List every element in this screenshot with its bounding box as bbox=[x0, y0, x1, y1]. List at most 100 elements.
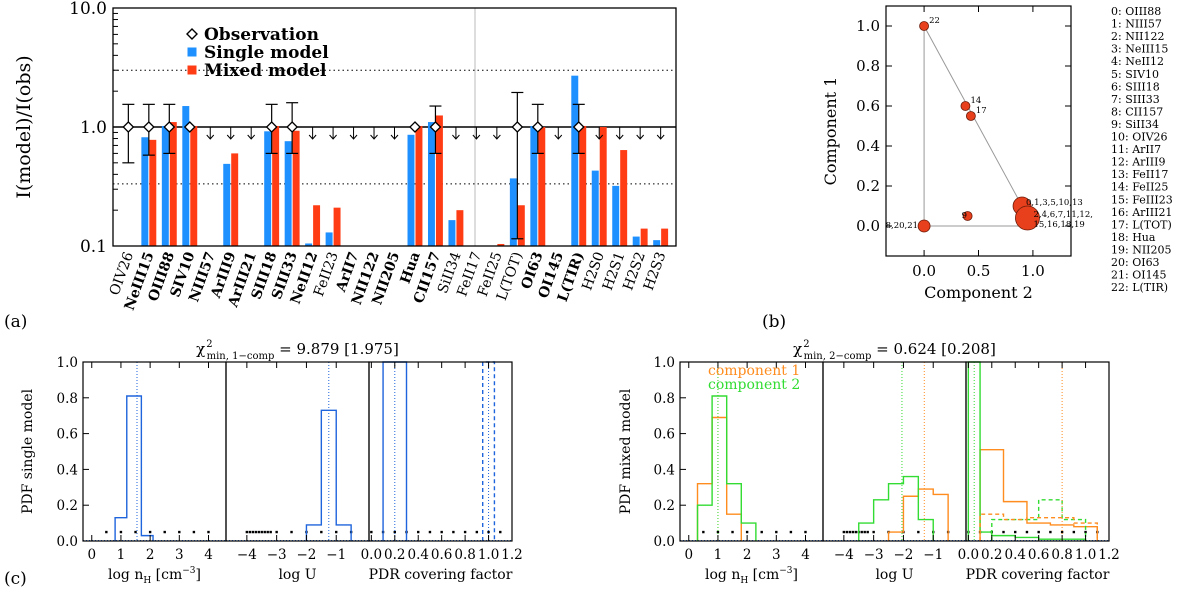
bar-mixed-NeII12 bbox=[313, 205, 321, 246]
point-0 bbox=[919, 21, 929, 31]
sample-dot bbox=[266, 530, 269, 534]
sample-dot bbox=[760, 530, 763, 534]
legend-entry-7: 7: SIII33 bbox=[1111, 93, 1160, 106]
upper-limit-arrow-NIII57 bbox=[206, 134, 215, 140]
sample-dot bbox=[804, 530, 807, 534]
xtick-label: 2 bbox=[146, 547, 155, 563]
panel-c-right: χ2 min, 2−comp = 0.624 [0.208] PDF mixed m… bbox=[618, 339, 1120, 586]
bar-mixed-FeII25 bbox=[497, 243, 505, 246]
upper-limit-arrow-OI145 bbox=[554, 134, 563, 140]
ytick-label: 1.0 bbox=[57, 355, 78, 371]
sample-dot bbox=[207, 530, 210, 534]
legend-entry-2: 2: NII122 bbox=[1111, 30, 1165, 43]
xtick-label: 0.2 bbox=[981, 547, 1002, 563]
hist-series-2-1 bbox=[481, 361, 496, 541]
xtick-label: 2 bbox=[743, 547, 752, 563]
x-axis-label-2: PDR covering factor bbox=[966, 567, 1110, 583]
sample-dot bbox=[245, 530, 249, 534]
sample-dot bbox=[1084, 530, 1087, 534]
bar-single-H2S2 bbox=[632, 236, 640, 246]
bar-mixed-OI63 bbox=[538, 127, 546, 246]
point-4 bbox=[917, 219, 931, 233]
xtick-label: 0 bbox=[87, 547, 96, 563]
sample-dot bbox=[428, 530, 432, 534]
hist-series-2-0 bbox=[382, 361, 408, 541]
bar-mixed-SIII33 bbox=[292, 130, 300, 246]
bar-mixed-OIII88 bbox=[169, 122, 177, 246]
ytick-label: 1.0 bbox=[80, 118, 107, 138]
xtick-label: 0.4 bbox=[407, 547, 428, 563]
point-label-0: 22 bbox=[929, 16, 940, 26]
legend-entry-12: 12: ArIII9 bbox=[1111, 156, 1165, 169]
bar-single-CII157 bbox=[427, 122, 435, 246]
sample-dot bbox=[370, 530, 373, 534]
sample-dot bbox=[440, 530, 443, 534]
legend-entry-8: 8: CII157 bbox=[1111, 105, 1163, 118]
ytick-label: 0.1 bbox=[80, 237, 107, 257]
sample-dot bbox=[260, 530, 263, 534]
observation-CII157 bbox=[429, 121, 442, 133]
point-2 bbox=[965, 111, 976, 121]
subplot-frame-0 bbox=[82, 361, 227, 542]
legend-entry-22: 22: L(TIR) bbox=[1111, 281, 1168, 294]
sample-dot bbox=[178, 530, 181, 534]
sample-dot bbox=[463, 530, 467, 534]
bar-single-NeIII15 bbox=[141, 137, 149, 246]
panel-label-c: (c) bbox=[4, 569, 27, 589]
x-axis-label-2: PDR covering factor bbox=[369, 567, 513, 583]
bar-mixed-H2S3 bbox=[661, 228, 669, 246]
sample-dot bbox=[1014, 530, 1017, 534]
bar-single-NeII12 bbox=[305, 243, 313, 246]
bar-single-H2S0 bbox=[591, 170, 599, 246]
upper-limit-arrow-FeII25 bbox=[492, 134, 501, 140]
xtick-label: 1.2 bbox=[501, 547, 522, 563]
hist-series-0-0 bbox=[114, 395, 154, 541]
xtick-label: −2 bbox=[893, 547, 913, 563]
xtick-label: 0.6 bbox=[1028, 547, 1049, 563]
legend-swatch-1 bbox=[187, 47, 197, 57]
xtick-label: −3 bbox=[864, 547, 884, 563]
point-label-7: 15,16,18,19 bbox=[1033, 220, 1084, 230]
legend-entry-0: 0: OIII88 bbox=[1111, 5, 1161, 18]
ytick-label: 0.2 bbox=[856, 177, 880, 195]
sample-dot bbox=[417, 530, 420, 534]
sample-dot bbox=[499, 530, 502, 534]
legend-entry-19: 19: NII205 bbox=[1111, 243, 1172, 256]
sample-dot bbox=[716, 530, 720, 534]
ytick-label: 0.4 bbox=[57, 462, 78, 478]
xtick-label: −2 bbox=[296, 547, 316, 563]
sample-dot bbox=[148, 530, 152, 534]
sample-dot bbox=[917, 530, 920, 534]
xtick-label: 3 bbox=[175, 547, 184, 563]
xtick-label: 0.5 bbox=[967, 262, 991, 280]
observation-OIII88 bbox=[163, 121, 176, 133]
y-axis-label: Component 1 bbox=[821, 77, 840, 186]
legend-entry-13: 13: FeII17 bbox=[1111, 168, 1168, 181]
xtick-label: 4 bbox=[204, 547, 213, 563]
upper-limit-arrow-NII205 bbox=[390, 134, 399, 140]
simplex-triangle bbox=[923, 25, 1034, 227]
bar-single-OIII88 bbox=[161, 125, 169, 246]
bar-single-H2S3 bbox=[653, 240, 661, 246]
bar-mixed-SIII18 bbox=[272, 125, 280, 246]
xtick-label: −3 bbox=[267, 547, 287, 563]
hist-series-2-2 bbox=[991, 499, 1087, 541]
sample-dot bbox=[1037, 530, 1040, 534]
sample-dot bbox=[257, 530, 260, 534]
point-label-4: 8,20,21 bbox=[886, 221, 918, 231]
xtick-label: −4 bbox=[237, 547, 257, 563]
sample-dot bbox=[475, 530, 479, 534]
sample-dot bbox=[745, 530, 749, 534]
xtick-label: 0.0 bbox=[958, 547, 979, 563]
xtick-label: 0 bbox=[684, 547, 693, 563]
bar-mixed-H2S0 bbox=[599, 127, 607, 246]
hist-series-0-0 bbox=[696, 416, 742, 541]
sample-dot bbox=[119, 530, 123, 534]
upper-limit-arrow-ArIII21 bbox=[247, 134, 256, 140]
panel-title: χ2 min, 1−comp = 9.879 [1.975] bbox=[196, 339, 399, 362]
y-axis-label: PDF single model bbox=[20, 388, 36, 514]
ytick-label: 0.6 bbox=[654, 427, 675, 443]
legend-entry-5: 5: SIV10 bbox=[1111, 68, 1159, 81]
hist-series-2-3 bbox=[979, 513, 1098, 541]
xtick-label: 0.4 bbox=[1004, 547, 1025, 563]
